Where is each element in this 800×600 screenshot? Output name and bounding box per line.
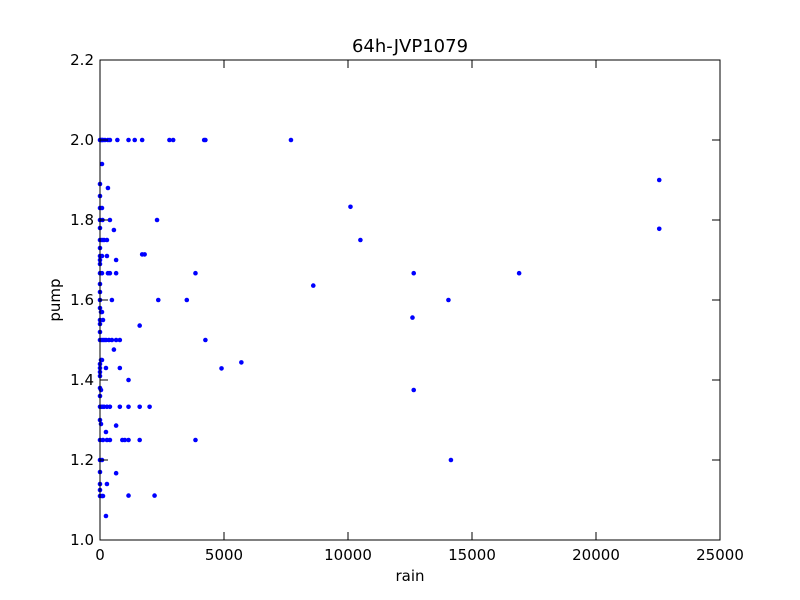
x-tick-label: 25000 xyxy=(696,546,744,564)
data-point xyxy=(117,404,123,410)
data-point xyxy=(103,429,109,435)
data-point xyxy=(137,404,142,410)
data-point xyxy=(99,357,105,363)
data-point xyxy=(219,366,224,371)
data-point xyxy=(104,253,110,259)
data-point xyxy=(137,437,142,443)
data-point xyxy=(142,252,147,257)
data-point xyxy=(358,237,363,243)
data-point xyxy=(103,513,109,519)
y-tick-label: 1.2 xyxy=(70,451,94,469)
data-point xyxy=(239,360,244,365)
data-point xyxy=(126,377,131,383)
data-point xyxy=(107,270,113,276)
data-point xyxy=(117,365,123,371)
data-point xyxy=(152,493,157,498)
x-tick-label: 0 xyxy=(95,546,105,564)
y-tick-label: 1.6 xyxy=(70,291,94,309)
data-point xyxy=(113,270,119,276)
data-point xyxy=(448,457,454,463)
data-point xyxy=(126,404,131,410)
data-point xyxy=(154,217,160,223)
data-point xyxy=(100,437,106,443)
data-point xyxy=(107,404,113,410)
data-point xyxy=(107,137,113,143)
data-point xyxy=(104,237,110,243)
y-tick-label: 2.2 xyxy=(70,51,94,69)
data-point xyxy=(132,137,138,143)
data-point xyxy=(105,185,111,191)
y-axis-label: pump xyxy=(46,278,64,321)
data-point xyxy=(104,481,110,487)
x-tick-label: 15000 xyxy=(448,546,496,564)
data-point xyxy=(111,227,117,233)
y-tick-label: 1.4 xyxy=(70,371,94,389)
x-axis-label: rain xyxy=(395,567,424,585)
data-point xyxy=(99,205,105,211)
data-point xyxy=(122,437,128,443)
ticks-layer: 0 5000 10000 15000 20000 25000 1.0 1.2 1.4 1.6 1.8… xyxy=(70,51,744,564)
data-point xyxy=(139,137,145,143)
data-point xyxy=(656,226,662,232)
data-point xyxy=(446,297,451,303)
data-point xyxy=(193,270,198,276)
data-point xyxy=(113,257,119,263)
data-point xyxy=(126,137,131,143)
data-point xyxy=(411,387,417,393)
data-point xyxy=(410,315,415,320)
data-point xyxy=(147,404,152,410)
data-point xyxy=(111,347,117,352)
data-point xyxy=(167,137,172,143)
chart-title: 64h-JVP1079 xyxy=(352,36,468,57)
data-point xyxy=(155,297,161,303)
x-tick-label: 10000 xyxy=(324,546,372,564)
data-point xyxy=(98,421,104,427)
data-point xyxy=(115,137,120,143)
data-point xyxy=(99,253,105,259)
data-point xyxy=(100,493,106,499)
data-point xyxy=(113,470,119,476)
x-tick-label: 5000 xyxy=(205,546,243,564)
y-tick-label: 1.0 xyxy=(70,531,94,549)
data-point xyxy=(99,161,105,167)
x-tick-label: 20000 xyxy=(572,546,620,564)
data-point xyxy=(411,270,417,276)
data-point xyxy=(203,137,208,143)
data-point xyxy=(126,493,131,498)
data-point xyxy=(193,437,198,443)
data-point xyxy=(348,204,353,210)
data-point xyxy=(310,283,316,288)
data-point xyxy=(107,217,113,223)
data-point xyxy=(288,137,294,143)
data-point xyxy=(99,270,105,276)
data-point xyxy=(203,337,208,343)
data-point xyxy=(103,365,109,371)
y-tick-label: 1.8 xyxy=(70,211,94,229)
data-point xyxy=(516,270,522,276)
data-point xyxy=(126,437,131,443)
data-point xyxy=(184,297,190,303)
data-point xyxy=(100,317,106,323)
data-point xyxy=(99,309,105,315)
data-point xyxy=(109,337,115,343)
data-point xyxy=(113,337,119,343)
data-point xyxy=(117,337,123,343)
data-point xyxy=(98,387,104,393)
data-point xyxy=(109,297,115,303)
data-point xyxy=(137,323,142,328)
y-tick-label: 2.0 xyxy=(70,131,94,149)
data-point xyxy=(113,423,119,428)
data-point xyxy=(107,437,113,443)
data-point xyxy=(170,137,176,143)
data-point xyxy=(656,177,662,183)
